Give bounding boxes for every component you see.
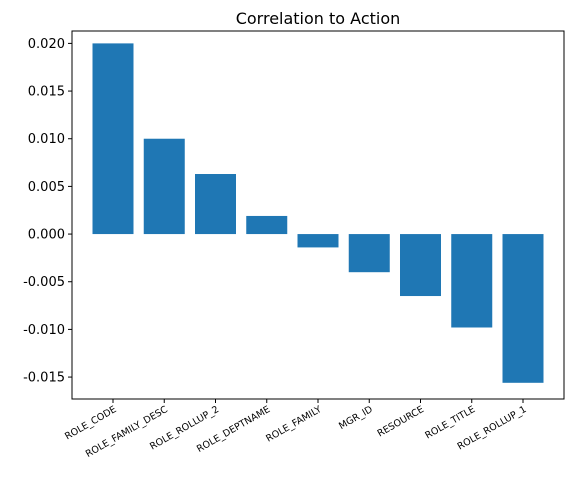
bar-role-rollup-2 bbox=[195, 174, 236, 235]
x-tick-label: ROLE_FAMILY bbox=[264, 404, 323, 445]
y-tick-label: -0.010 bbox=[23, 323, 65, 338]
y-tick-label: 0.010 bbox=[28, 132, 65, 147]
y-axis: 0.020 0.015 0.010 0.005 0.000 -0.005 -0.010 -0.… bbox=[23, 37, 72, 386]
y-tick-label: 0.005 bbox=[28, 180, 65, 195]
bar-resource bbox=[400, 234, 441, 297]
x-axis: ROLE_CODEROLE_FAMILY_DESCROLE_ROLLUP_2RO… bbox=[63, 399, 529, 460]
bar-role-family-desc bbox=[143, 138, 185, 235]
y-tick-label: 0.000 bbox=[28, 228, 65, 243]
plot-frame bbox=[71, 30, 565, 400]
y-tick-label: 0.015 bbox=[28, 85, 65, 100]
x-tick-label: RESOURCE bbox=[376, 404, 426, 439]
y-tick-label: 0.020 bbox=[28, 37, 65, 52]
bar-role-title bbox=[451, 234, 493, 328]
bar-mgr-id bbox=[348, 234, 390, 273]
bars-group bbox=[92, 43, 544, 383]
y-tick-label: -0.005 bbox=[23, 275, 65, 290]
bar-role-rollup-1 bbox=[502, 234, 544, 383]
chart-title: Correlation to Action bbox=[236, 9, 401, 28]
bar-role-family bbox=[297, 234, 339, 248]
x-tick-label: MGR_ID bbox=[337, 404, 375, 432]
y-tick-label: -0.015 bbox=[23, 371, 65, 386]
bar-role-code bbox=[92, 43, 134, 235]
bar-role-deptname bbox=[246, 215, 288, 235]
